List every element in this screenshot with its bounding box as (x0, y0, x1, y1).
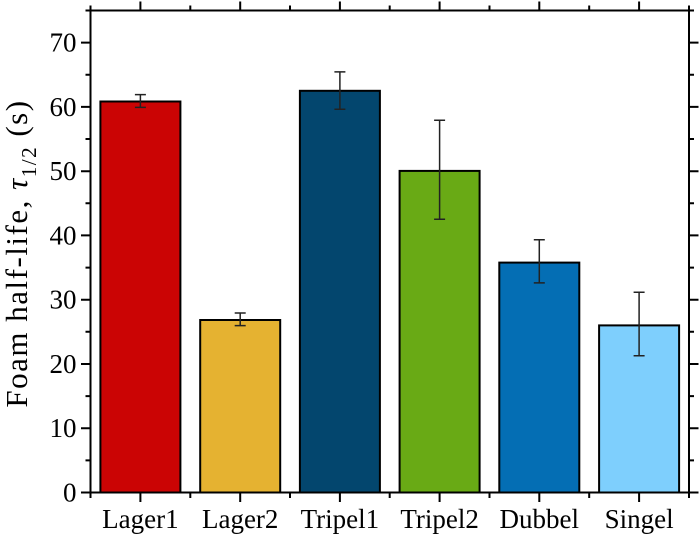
svg-text:30: 30 (50, 285, 77, 315)
svg-text:Dubbel: Dubbel (500, 504, 579, 534)
svg-text:Singel: Singel (605, 504, 674, 534)
svg-text:60: 60 (50, 92, 77, 122)
svg-text:20: 20 (50, 349, 77, 379)
svg-text:Tripel2: Tripel2 (400, 504, 479, 534)
svg-text:Lager2: Lager2 (202, 504, 278, 534)
svg-text:Tripel1: Tripel1 (301, 504, 380, 534)
svg-text:70: 70 (50, 28, 77, 58)
svg-text:Lager1: Lager1 (102, 504, 178, 534)
svg-text:10: 10 (50, 413, 77, 443)
svg-text:40: 40 (50, 220, 77, 250)
svg-text:50: 50 (50, 156, 77, 186)
svg-text:0: 0 (63, 478, 77, 508)
